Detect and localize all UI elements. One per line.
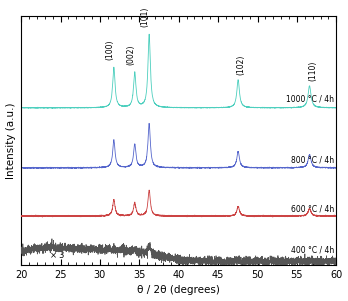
- Text: (102): (102): [237, 54, 246, 75]
- Y-axis label: Intensity (a.u.): Intensity (a.u.): [6, 102, 16, 179]
- Text: (002): (002): [126, 44, 135, 65]
- X-axis label: θ / 2θ (degrees): θ / 2θ (degrees): [137, 285, 220, 296]
- Text: $\times$ 3: $\times$ 3: [49, 249, 65, 260]
- Text: (101): (101): [141, 6, 150, 26]
- Text: 800 °C / 4h: 800 °C / 4h: [291, 155, 334, 164]
- Text: (100): (100): [105, 39, 114, 60]
- Text: (110): (110): [308, 61, 317, 81]
- Text: 400 °C / 4h: 400 °C / 4h: [291, 245, 334, 254]
- Text: 600 °C / 4h: 600 °C / 4h: [291, 204, 334, 213]
- Text: 1000 °C / 4h: 1000 °C / 4h: [286, 95, 334, 104]
